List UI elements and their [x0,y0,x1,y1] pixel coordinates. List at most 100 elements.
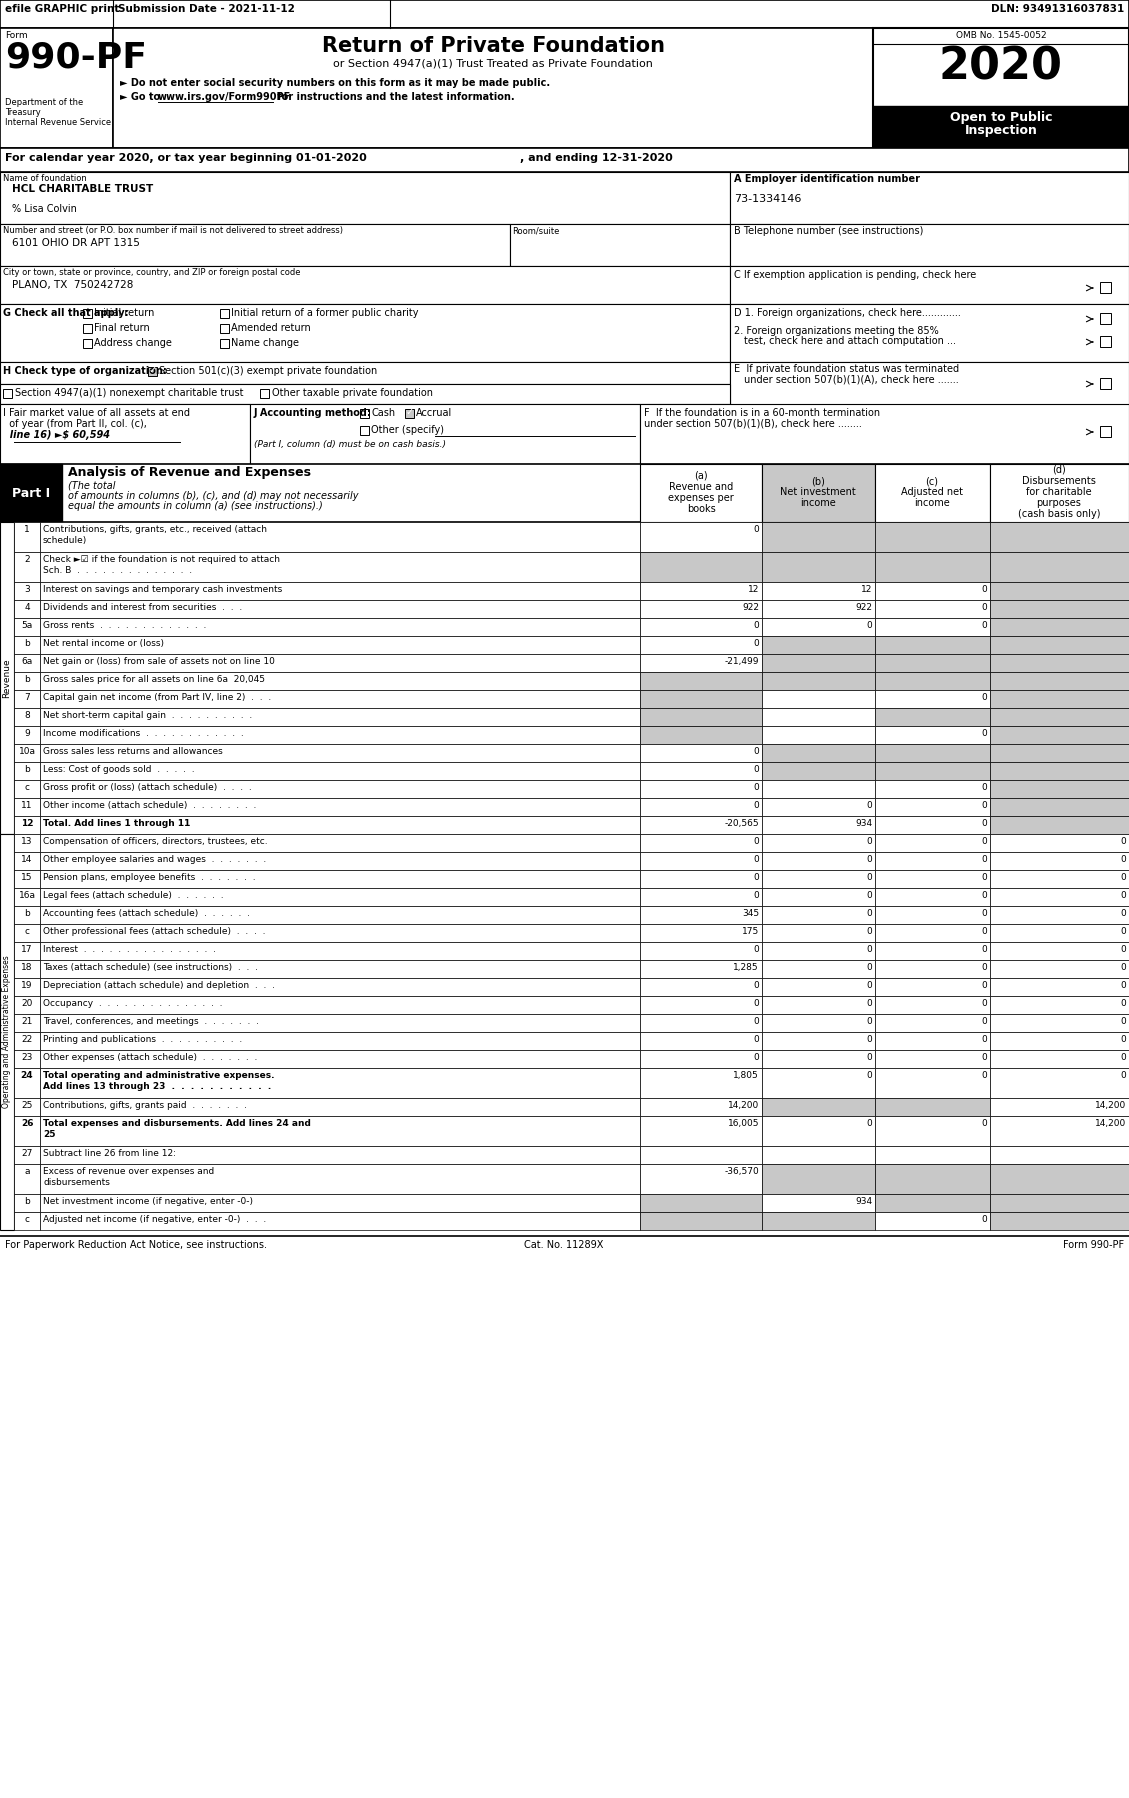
Bar [640,888,762,906]
Bar [3,388,12,397]
Bar [762,1145,875,1163]
Bar [875,726,990,744]
Text: Open to Public: Open to Public [949,111,1052,124]
Text: 990-PF: 990-PF [5,41,147,76]
Bar [40,552,640,583]
Bar [873,29,1129,147]
Text: of year (from Part II, col. (c),: of year (from Part II, col. (c), [3,419,147,430]
Text: Other employee salaries and wages  .  .  .  .  .  .  .: Other employee salaries and wages . . . … [43,856,266,865]
Text: 0: 0 [753,982,759,991]
Bar [990,1145,1129,1163]
Bar [875,780,990,798]
Text: , and ending 12-31-2020: , and ending 12-31-2020 [520,153,673,164]
Text: 0: 0 [753,1018,759,1027]
Bar [640,1163,762,1194]
Text: 0: 0 [981,946,987,955]
Text: HCL CHARITABLE TRUST: HCL CHARITABLE TRUST [12,183,154,194]
Bar [14,690,40,708]
Bar [14,816,40,834]
Text: 0: 0 [1120,982,1126,991]
Text: 934: 934 [855,1197,872,1206]
Bar [640,816,762,834]
Bar [0,225,510,266]
Text: line 16) ►$ 60,594: line 16) ►$ 60,594 [3,430,110,441]
Bar [762,834,875,852]
Bar [14,636,40,654]
Text: 0: 0 [981,602,987,611]
Text: 345: 345 [742,910,759,919]
Bar [990,619,1129,636]
Bar [640,708,762,726]
Text: b: b [24,910,29,919]
Bar [640,870,762,888]
Bar [762,744,875,762]
Bar [990,1099,1129,1117]
Text: 0: 0 [866,946,872,955]
Text: test, check here and attach computation ...: test, check here and attach computation … [744,336,956,345]
Bar [84,324,91,333]
Text: 0: 0 [981,800,987,811]
Text: 0: 0 [981,1036,987,1045]
Text: 0: 0 [981,1018,987,1027]
Text: 6101 OHIO DR APT 1315: 6101 OHIO DR APT 1315 [12,237,140,248]
Text: Return of Private Foundation: Return of Private Foundation [322,36,665,56]
Text: Final return: Final return [94,324,150,333]
Bar [875,960,990,978]
Text: of amounts in columns (b), (c), and (d) may not necessarily: of amounts in columns (b), (c), and (d) … [68,491,359,502]
Text: Total. Add lines 1 through 11: Total. Add lines 1 through 11 [43,820,191,829]
Bar [640,1194,762,1212]
Bar [14,978,40,996]
Text: (cash basis only): (cash basis only) [1017,509,1101,520]
Text: (The total: (The total [68,482,115,491]
Text: 0: 0 [981,1054,987,1063]
Text: Adjusted net income (if negative, enter -0-)  .  .  .: Adjusted net income (if negative, enter … [43,1215,266,1224]
Bar [405,408,414,417]
Text: Other taxable private foundation: Other taxable private foundation [272,388,434,397]
Bar [40,654,640,672]
Text: Adjusted net: Adjusted net [901,487,963,496]
Bar [762,619,875,636]
Bar [990,942,1129,960]
Bar [40,978,640,996]
Text: 1: 1 [24,525,29,534]
Bar [762,1068,875,1099]
Bar [990,1068,1129,1099]
Text: For Paperwork Reduction Act Notice, see instructions.: For Paperwork Reduction Act Notice, see … [5,1241,266,1250]
Text: 24: 24 [20,1072,34,1081]
Text: Interest on savings and temporary cash investments: Interest on savings and temporary cash i… [43,584,282,593]
Bar [40,744,640,762]
Bar [875,1014,990,1032]
Text: 0: 0 [753,782,759,791]
Bar [0,147,1129,173]
Text: Form: Form [5,31,27,40]
Bar [640,762,762,780]
Bar [360,408,369,417]
Text: PLANO, TX  750242728: PLANO, TX 750242728 [12,280,133,289]
Text: Department of the: Department of the [5,99,84,108]
Text: 14: 14 [21,856,33,865]
Bar [762,1032,875,1050]
Text: Room/suite: Room/suite [511,227,559,236]
Text: 5a: 5a [21,620,33,629]
Text: 23: 23 [21,1054,33,1063]
Text: c: c [25,782,29,791]
Text: -36,570: -36,570 [724,1167,759,1176]
Text: Treasury: Treasury [5,108,41,117]
Bar [990,1032,1129,1050]
Text: Net short-term capital gain  .  .  .  .  .  .  .  .  .  .: Net short-term capital gain . . . . . . … [43,710,252,719]
Text: 0: 0 [753,764,759,773]
Bar [1100,282,1111,293]
Text: Name of foundation: Name of foundation [3,174,87,183]
Bar [875,690,990,708]
Text: 0: 0 [753,746,759,755]
Bar [220,309,229,318]
Bar [990,996,1129,1014]
Text: 11: 11 [21,800,33,811]
Text: For calendar year 2020, or tax year beginning 01-01-2020: For calendar year 2020, or tax year begi… [5,153,367,164]
Text: Analysis of Revenue and Expenses: Analysis of Revenue and Expenses [68,466,310,478]
Text: Gross profit or (loss) (attach schedule)  .  .  .  .: Gross profit or (loss) (attach schedule)… [43,782,252,791]
Bar [990,583,1129,601]
Bar [875,708,990,726]
Text: Form 990-PF: Form 990-PF [1062,1241,1124,1250]
Text: Gross sales less returns and allowances: Gross sales less returns and allowances [43,746,222,755]
